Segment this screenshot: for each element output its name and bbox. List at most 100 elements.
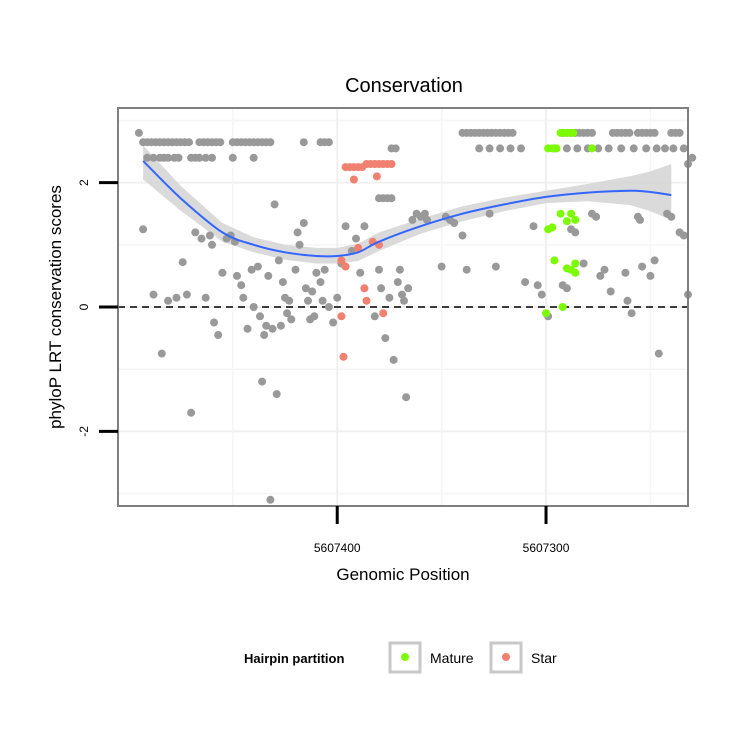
data-point-other — [316, 278, 325, 287]
data-point-other — [491, 262, 500, 271]
data-point-other — [178, 258, 187, 267]
legend-swatch-star — [502, 653, 510, 661]
data-point-other — [187, 408, 196, 417]
data-point-other — [210, 318, 218, 327]
data-point-other — [247, 265, 256, 274]
data-point-other — [164, 153, 173, 162]
data-point-other — [216, 138, 225, 147]
data-point-other — [627, 309, 636, 318]
data-point-other — [341, 222, 350, 231]
data-point-mature — [550, 256, 559, 265]
data-point-other — [249, 153, 258, 162]
data-point-other — [604, 144, 613, 153]
data-point-other — [329, 318, 338, 327]
data-point-other — [650, 128, 659, 137]
data-point-other — [661, 144, 669, 153]
data-point-other — [387, 194, 396, 203]
data-point-other — [377, 284, 386, 293]
y-tick-label: -2 — [77, 426, 91, 437]
data-point-other — [324, 303, 333, 311]
data-point-other — [172, 293, 181, 302]
data-point-other — [437, 262, 446, 271]
data-point-star — [341, 262, 350, 271]
data-point-other — [588, 128, 596, 137]
data-point-other — [260, 331, 269, 339]
data-point-other — [594, 144, 603, 153]
data-point-other — [272, 390, 281, 399]
data-point-other — [420, 209, 429, 218]
data-point-other — [381, 334, 390, 343]
data-point-other — [393, 278, 402, 287]
y-axis-ticks: 2 0 -2 — [77, 179, 118, 437]
data-point-other — [304, 296, 312, 305]
data-point-other — [262, 321, 271, 330]
data-point-other — [182, 290, 191, 299]
data-point-other — [669, 144, 678, 153]
data-point-star — [372, 172, 381, 181]
data-point-star — [379, 309, 388, 318]
data-point-other — [592, 212, 601, 221]
data-point-other — [228, 153, 237, 162]
data-point-star — [354, 243, 363, 252]
data-point-other — [423, 215, 431, 224]
data-point-other — [324, 138, 333, 147]
data-point-other — [385, 293, 394, 302]
data-point-other — [600, 265, 609, 274]
data-point-other — [389, 355, 398, 364]
data-point-other — [404, 284, 413, 293]
data-point-other — [617, 144, 626, 153]
data-point-other — [214, 331, 223, 339]
data-point-other — [149, 153, 158, 162]
data-point-mature — [562, 217, 571, 226]
data-point-other — [646, 271, 655, 280]
data-point-other — [654, 349, 663, 358]
data-point-other — [508, 128, 517, 137]
data-point-star — [337, 256, 346, 265]
data-point-other — [352, 234, 360, 243]
data-point-other — [571, 228, 580, 237]
data-point-other — [652, 144, 661, 153]
legend-label-star: Star — [531, 650, 557, 666]
data-point-mature — [556, 209, 565, 218]
data-point-other — [164, 296, 173, 305]
data-point-mature — [552, 144, 561, 153]
data-point-other — [291, 265, 300, 274]
x-axis-title: Genomic Position — [336, 565, 469, 584]
data-point-other — [233, 271, 241, 280]
data-point-other — [218, 268, 227, 277]
data-point-other — [149, 290, 158, 299]
data-point-other — [533, 281, 542, 290]
data-point-other — [266, 495, 275, 504]
data-point-other — [450, 219, 459, 227]
data-point-other — [299, 219, 308, 227]
data-point-mature — [588, 144, 596, 153]
data-point-other — [185, 138, 193, 147]
data-point-other — [174, 153, 183, 162]
data-point-star — [337, 312, 346, 321]
data-point-other — [253, 262, 262, 271]
data-point-other — [301, 284, 310, 293]
data-point-other — [268, 324, 277, 333]
data-point-other — [295, 240, 304, 249]
data-point-other — [310, 312, 319, 321]
data-point-other — [485, 209, 494, 218]
data-point-other — [636, 215, 644, 224]
data-point-other — [287, 315, 296, 324]
confidence-band — [143, 145, 672, 264]
data-point-other — [679, 231, 688, 240]
data-point-other — [675, 128, 684, 137]
data-point-other — [650, 256, 659, 265]
data-point-star — [387, 160, 396, 168]
data-point-other — [375, 265, 383, 274]
data-point-mature — [558, 303, 567, 311]
data-point-other — [537, 290, 546, 299]
data-point-other — [408, 215, 417, 224]
data-point-other — [333, 293, 342, 302]
data-point-other — [208, 240, 216, 249]
confidence-band-layer — [143, 145, 672, 264]
data-point-other — [485, 144, 494, 153]
data-point-other — [517, 144, 525, 153]
data-point-other — [197, 234, 206, 243]
data-point-other — [285, 296, 294, 305]
